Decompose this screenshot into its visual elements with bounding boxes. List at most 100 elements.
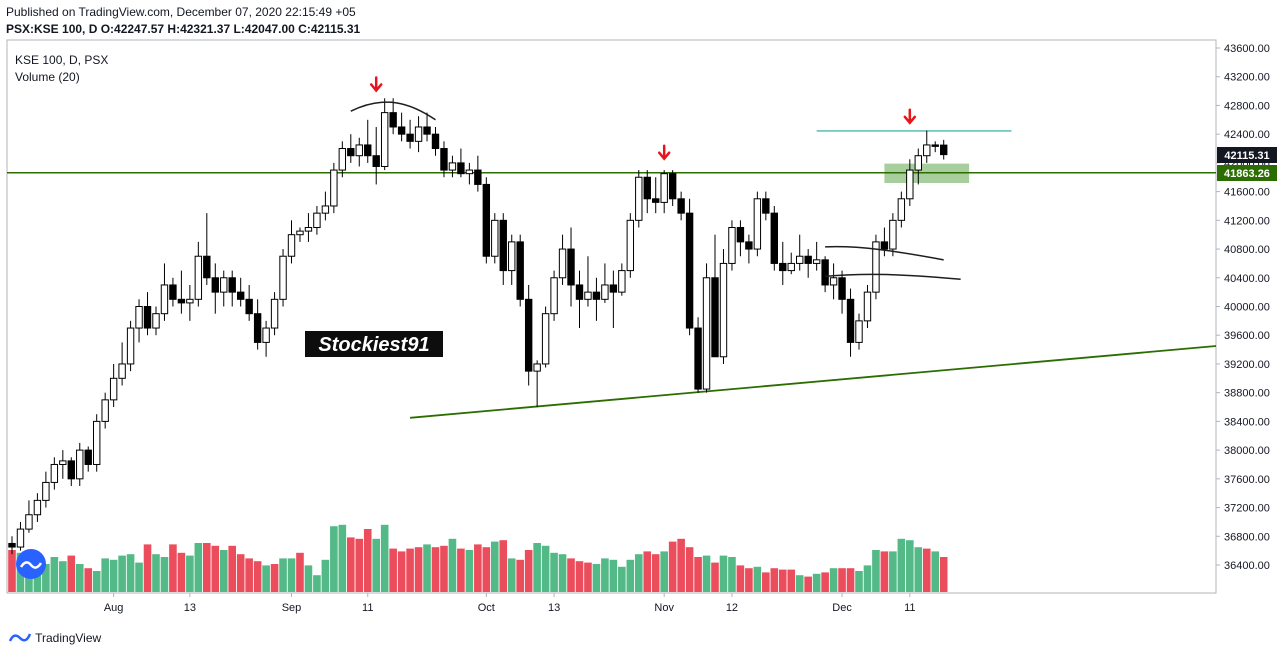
volume-bar — [42, 564, 50, 592]
curve-drawing — [825, 273, 961, 280]
volume-bar — [778, 569, 787, 592]
candle-body — [169, 284, 177, 300]
time-axis-label: 13 — [548, 602, 560, 614]
candle-body — [491, 219, 499, 257]
volume-bar — [609, 559, 618, 592]
price-axis-label: 36800.00 — [1224, 531, 1270, 543]
candle-body — [474, 169, 482, 185]
volume-bar — [702, 555, 711, 592]
candle-body — [101, 399, 109, 422]
volume-bar — [643, 551, 652, 592]
volume-bar — [804, 576, 812, 592]
candle-body — [728, 227, 736, 264]
volume-bar — [863, 565, 872, 592]
curve-drawing — [350, 101, 436, 121]
candle-body — [42, 481, 50, 501]
volume-bar — [355, 538, 364, 592]
volume-bar — [245, 558, 253, 592]
candle-body — [863, 291, 872, 322]
candle-body — [846, 298, 855, 343]
volume-bar — [668, 541, 677, 592]
candle-body — [431, 133, 440, 150]
volume-bar — [592, 564, 601, 592]
volume-bar — [507, 558, 516, 592]
candle-body — [796, 255, 804, 264]
price-axis-label: 41200.00 — [1224, 215, 1270, 227]
candle-body — [59, 460, 67, 465]
candle-body — [33, 499, 42, 516]
candle-body — [914, 155, 922, 171]
volume-bar — [313, 575, 321, 592]
candle-body — [694, 327, 702, 390]
candle-body — [812, 259, 821, 264]
candle-body — [279, 255, 287, 300]
candle-body — [118, 363, 126, 379]
candle-body — [211, 277, 219, 293]
price-axis-label: 37200.00 — [1224, 503, 1270, 515]
candle-body — [448, 162, 457, 171]
candle-body — [482, 183, 491, 257]
volume-bar — [177, 552, 186, 592]
volume-bar — [838, 568, 846, 592]
volume-bar — [651, 554, 660, 592]
tradingview-logo-badge[interactable] — [16, 549, 46, 579]
candle-body — [770, 212, 778, 264]
price-axis-label: 38400.00 — [1224, 416, 1270, 428]
candle-body — [652, 198, 660, 203]
volume-bar — [516, 559, 524, 592]
candle-body — [550, 277, 558, 315]
candle-body — [558, 248, 567, 279]
volume-bar — [745, 568, 753, 592]
candle-body — [516, 241, 524, 300]
volume-bar — [499, 540, 508, 592]
plot-area[interactable] — [6, 39, 1217, 594]
candle-body — [829, 277, 838, 286]
time-axis-label: Sep — [282, 602, 302, 614]
volume-bar — [287, 558, 296, 592]
volume-bar — [423, 544, 431, 592]
volume-bar — [795, 575, 804, 592]
volume-bar — [372, 538, 381, 592]
volume-bar — [558, 554, 567, 592]
volume-bar — [59, 561, 67, 592]
candle-body — [736, 227, 745, 243]
volume-bar — [448, 538, 457, 592]
time-axis-label: Nov — [654, 602, 674, 614]
candle-body — [194, 255, 203, 300]
volume-bar — [406, 548, 414, 592]
down-arrow-icon — [903, 108, 917, 125]
candle-body — [592, 291, 601, 300]
price-axis-label: 43600.00 — [1224, 43, 1270, 55]
candle-body — [296, 230, 304, 236]
candle-body — [245, 298, 253, 315]
volume-bar — [812, 573, 821, 592]
time-axis[interactable]: Aug 13 Sep 11 Oct 13 Nov 12 Dec 11 — [104, 593, 916, 614]
candle-body — [109, 377, 118, 401]
candle-body — [906, 169, 914, 200]
candle-body — [753, 198, 762, 250]
candle-body — [626, 219, 635, 272]
volume-bar — [872, 550, 880, 592]
volume-bar — [194, 543, 203, 592]
candle-body — [584, 291, 592, 300]
volume-bar — [270, 564, 279, 592]
volume-bar — [169, 544, 177, 592]
candle-body — [330, 169, 338, 207]
footer-brand[interactable]: TradingView — [8, 630, 101, 645]
down-arrow-icon — [369, 76, 383, 93]
candle-body — [821, 259, 829, 286]
price-axis-label: 40400.00 — [1224, 273, 1270, 285]
price-axis-label: 40800.00 — [1224, 244, 1270, 256]
candle-body — [533, 363, 541, 372]
volume-bar — [770, 568, 779, 592]
volume-bar — [321, 559, 330, 592]
volume-layer — [8, 524, 948, 592]
price-axis[interactable]: 43600.0043200.0042800.0042400.0042000.00… — [1216, 43, 1270, 572]
volume-bar — [677, 538, 685, 592]
candle-body — [355, 144, 363, 157]
volume-bar — [262, 565, 270, 592]
candle-body — [321, 205, 330, 214]
candle-body — [397, 126, 406, 135]
price-axis-label: 40000.00 — [1224, 302, 1270, 314]
